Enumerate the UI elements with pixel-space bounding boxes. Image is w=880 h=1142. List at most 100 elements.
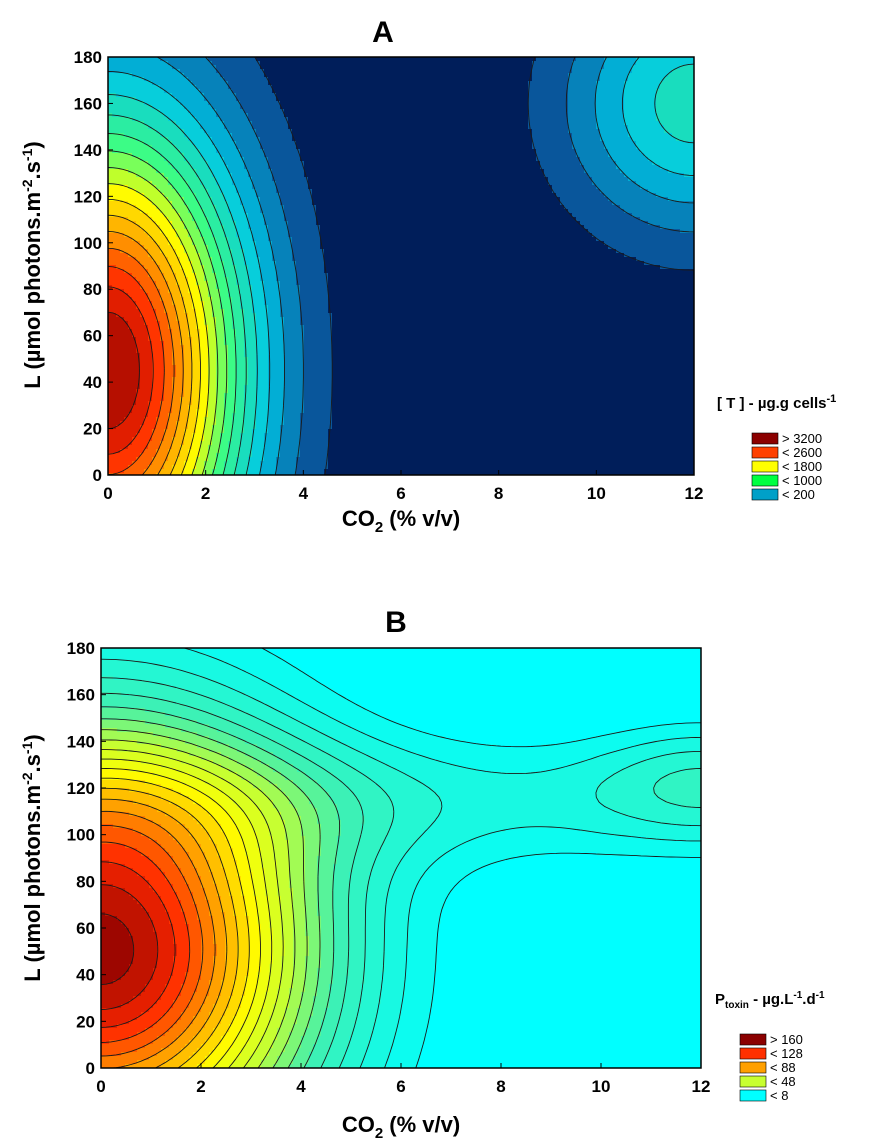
contour-fill-cell bbox=[560, 97, 565, 102]
contour-fill-cell bbox=[332, 109, 337, 114]
contour-fill-cell bbox=[484, 149, 489, 154]
contour-fill-cell bbox=[516, 161, 521, 166]
contour-fill-cell bbox=[564, 137, 569, 142]
contour-fill-cell bbox=[644, 125, 649, 130]
contour-fill-cell bbox=[276, 165, 281, 170]
contour-fill-cell bbox=[428, 121, 433, 126]
contour-fill-cell bbox=[676, 153, 681, 158]
contour-fill-cell bbox=[680, 125, 685, 130]
contour-fill-cell bbox=[532, 137, 537, 142]
contour-fill-cell bbox=[660, 93, 665, 98]
contour-fill-cell bbox=[476, 73, 481, 78]
contour-fill-cell bbox=[452, 93, 457, 98]
contour-fill-cell bbox=[508, 65, 513, 70]
contour-fill-cell bbox=[400, 93, 405, 98]
contour-fill-cell bbox=[272, 105, 277, 110]
contour-fill-cell bbox=[272, 149, 277, 154]
contour-fill-cell bbox=[256, 117, 261, 122]
contour-fill-cell bbox=[220, 133, 225, 138]
contour-fill-cell bbox=[128, 117, 133, 122]
contour-fill-cell bbox=[432, 61, 437, 66]
contour-fill-cell bbox=[624, 89, 629, 94]
contour-fill-cell bbox=[364, 121, 369, 126]
contour-fill-cell bbox=[472, 57, 477, 62]
contour-fill-cell bbox=[432, 89, 437, 94]
contour-fill-cell bbox=[196, 141, 201, 146]
contour-fill-cell bbox=[272, 117, 277, 122]
contour-fill-cell bbox=[244, 141, 249, 146]
contour-fill-cell bbox=[564, 185, 569, 190]
contour-fill-cell bbox=[152, 125, 157, 130]
contour-fill-cell bbox=[608, 145, 613, 150]
contour-fill-cell bbox=[640, 109, 645, 114]
contour-fill-cell bbox=[128, 113, 133, 118]
contour-fill-cell bbox=[252, 173, 257, 178]
contour-fill-cell bbox=[388, 165, 393, 170]
contour-fill-cell bbox=[124, 165, 129, 170]
contour-fill-cell bbox=[496, 153, 501, 158]
contour-fill-cell bbox=[628, 89, 633, 94]
contour-fill-cell bbox=[180, 145, 185, 150]
contour-fill-cell bbox=[116, 61, 121, 66]
contour-fill-cell bbox=[452, 189, 457, 194]
contour-fill-cell bbox=[360, 137, 365, 142]
contour-fill-cell bbox=[624, 153, 629, 158]
contour-fill-cell bbox=[636, 153, 641, 158]
contour-fill-cell bbox=[520, 85, 525, 90]
contour-fill-cell bbox=[304, 145, 309, 150]
contour-fill-cell bbox=[664, 177, 669, 182]
contour-fill-cell bbox=[212, 189, 217, 194]
contour-fill-cell bbox=[240, 161, 245, 166]
contour-fill-cell bbox=[112, 141, 117, 146]
contour-fill-cell bbox=[428, 85, 433, 90]
contour-fill-cell bbox=[308, 85, 313, 90]
contour-fill-cell bbox=[528, 81, 533, 86]
contour-fill-cell bbox=[304, 57, 309, 62]
contour-fill-cell bbox=[144, 69, 149, 74]
contour-fill-cell bbox=[628, 141, 633, 146]
contour-fill-cell bbox=[636, 65, 641, 70]
contour-fill-cell bbox=[144, 89, 149, 94]
contour-fill-cell bbox=[160, 89, 165, 94]
contour-fill-cell bbox=[200, 173, 205, 178]
contour-fill-cell bbox=[348, 69, 353, 74]
contour-fill-cell bbox=[304, 109, 309, 114]
contour-fill-cell bbox=[176, 165, 181, 170]
contour-fill-cell bbox=[220, 141, 225, 146]
contour-fill-cell bbox=[660, 97, 665, 102]
contour-fill-cell bbox=[528, 93, 533, 98]
contour-fill-cell bbox=[636, 141, 641, 146]
contour-fill-cell bbox=[556, 161, 561, 166]
contour-fill-cell bbox=[448, 93, 453, 98]
contour-fill-cell bbox=[356, 189, 361, 194]
contour-fill-cell bbox=[276, 149, 281, 154]
contour-fill-cell bbox=[332, 97, 337, 102]
contour-fill-cell bbox=[352, 149, 357, 154]
contour-fill-cell bbox=[384, 137, 389, 142]
contour-fill-cell bbox=[356, 97, 361, 102]
contour-fill-cell bbox=[680, 97, 685, 102]
contour-fill-cell bbox=[520, 149, 525, 154]
contour-fill-cell bbox=[404, 57, 409, 62]
contour-fill-cell bbox=[404, 61, 409, 66]
contour-fill-cell bbox=[488, 89, 493, 94]
contour-fill-cell bbox=[256, 169, 261, 174]
contour-fill-cell bbox=[152, 165, 157, 170]
contour-fill-cell bbox=[688, 157, 693, 162]
contour-fill-cell bbox=[412, 181, 417, 186]
contour-fill-cell bbox=[596, 117, 601, 122]
contour-fill-cell bbox=[496, 73, 501, 78]
contour-fill-cell bbox=[612, 117, 617, 122]
contour-fill-cell bbox=[456, 117, 461, 122]
contour-fill-cell bbox=[124, 185, 129, 190]
contour-fill-cell bbox=[528, 165, 533, 170]
contour-fill-cell bbox=[292, 65, 297, 70]
contour-fill-cell bbox=[444, 57, 449, 62]
contour-fill-cell bbox=[200, 57, 205, 62]
contour-fill-cell bbox=[520, 177, 525, 182]
contour-fill-cell bbox=[432, 125, 437, 130]
contour-fill-cell bbox=[108, 89, 113, 94]
contour-fill-cell bbox=[500, 105, 505, 110]
contour-fill-cell bbox=[392, 125, 397, 130]
contour-fill-cell bbox=[608, 161, 613, 166]
